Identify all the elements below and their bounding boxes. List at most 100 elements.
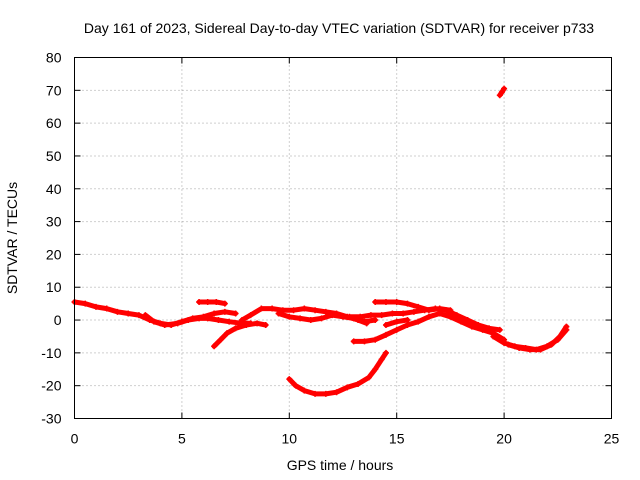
data-point	[333, 389, 340, 396]
data-point	[292, 382, 299, 389]
data-point	[340, 313, 346, 320]
data-point	[204, 315, 211, 322]
data-series-arc-13	[505, 323, 570, 353]
y-tick-label: 50	[46, 148, 62, 164]
data-point	[185, 317, 192, 324]
data-point	[301, 305, 308, 312]
x-tick-label: 15	[389, 431, 405, 447]
data-point	[290, 307, 297, 314]
data-point	[355, 381, 362, 388]
data-series-arc-6	[275, 310, 379, 325]
data-point	[114, 308, 121, 315]
data-point	[393, 298, 400, 305]
data-point	[125, 310, 132, 317]
data-series-arc-7	[286, 349, 389, 397]
data-point	[415, 303, 422, 310]
data-point	[505, 341, 512, 348]
data-point	[436, 305, 443, 312]
data-point	[367, 312, 374, 319]
data-point	[501, 340, 508, 347]
data-point	[322, 308, 329, 315]
data-point	[372, 317, 379, 324]
data-point	[297, 315, 304, 322]
x-tick-label: 5	[178, 431, 186, 447]
chart-title: Day 161 of 2023, Sidereal Day-to-day VTE…	[84, 20, 594, 36]
data-point	[92, 303, 99, 310]
y-tick-label: 60	[46, 115, 62, 131]
data-point	[372, 336, 379, 343]
y-tick-label: -30	[41, 411, 61, 427]
data-point	[378, 312, 385, 319]
data-point	[103, 305, 110, 312]
data-point	[382, 298, 389, 305]
y-tick-label: 10	[46, 279, 62, 295]
y-tick-label: 20	[46, 246, 62, 262]
data-point	[161, 321, 168, 328]
y-tick-label: -10	[41, 345, 61, 361]
data-point	[312, 307, 319, 314]
data-point	[301, 387, 308, 394]
data-point	[262, 321, 269, 328]
data-point	[468, 323, 475, 330]
data-point	[496, 326, 503, 333]
data-series-arc-10	[382, 317, 411, 328]
data-point	[400, 310, 407, 317]
data-point	[498, 88, 505, 95]
data-series-arc-14	[496, 85, 508, 99]
data-point	[372, 366, 379, 373]
data-point	[318, 315, 325, 322]
x-tick-label: 10	[282, 431, 298, 447]
x-tick-label: 20	[496, 431, 512, 447]
data-point	[213, 298, 220, 305]
data-point	[211, 343, 218, 350]
y-axis: -30 -20 -10 0 10 20 30 40 50 60 70 80	[41, 50, 612, 427]
data-series-arc-11	[372, 298, 454, 314]
data-point	[537, 346, 544, 353]
data-point	[447, 313, 454, 320]
data-point	[501, 85, 508, 92]
data-point	[322, 390, 329, 397]
data-point	[393, 326, 400, 333]
data-point	[286, 313, 293, 320]
data-point	[357, 313, 364, 320]
data-point	[447, 307, 454, 314]
series-line	[286, 350, 389, 397]
data-point	[404, 300, 411, 307]
x-axis-label: GPS time / hours	[287, 457, 394, 473]
x-axis: 0 5 10 15 20 25	[71, 57, 619, 447]
data-point	[479, 326, 486, 333]
data-point	[365, 374, 372, 381]
data-point	[215, 317, 222, 324]
data-point	[254, 320, 261, 327]
y-tick-label: 0	[54, 312, 62, 328]
gridlines	[74, 57, 612, 419]
y-tick-label: 30	[46, 214, 62, 230]
data-point	[556, 333, 563, 340]
data-point	[516, 344, 523, 351]
data-point	[275, 310, 282, 317]
data-series-arc-3	[196, 298, 228, 307]
data-point	[526, 346, 533, 353]
data-point	[425, 307, 432, 314]
data-point	[221, 308, 228, 315]
series-line	[276, 311, 378, 325]
data-point	[382, 321, 389, 328]
data-point	[82, 300, 89, 307]
data-series-arc-4	[211, 320, 269, 350]
data-point	[350, 338, 357, 345]
data-point	[221, 300, 228, 307]
data-point	[232, 310, 239, 317]
y-tick-label: 40	[46, 181, 62, 197]
data-point	[258, 305, 265, 312]
data-point	[269, 305, 276, 312]
plot-frame	[74, 57, 612, 419]
data-point	[239, 317, 246, 324]
data-point	[410, 308, 417, 315]
data-point	[329, 312, 336, 319]
data-point	[286, 376, 293, 383]
y-tick-label: 80	[46, 50, 62, 66]
data-point	[393, 318, 400, 325]
y-tick-label: -20	[41, 378, 61, 394]
